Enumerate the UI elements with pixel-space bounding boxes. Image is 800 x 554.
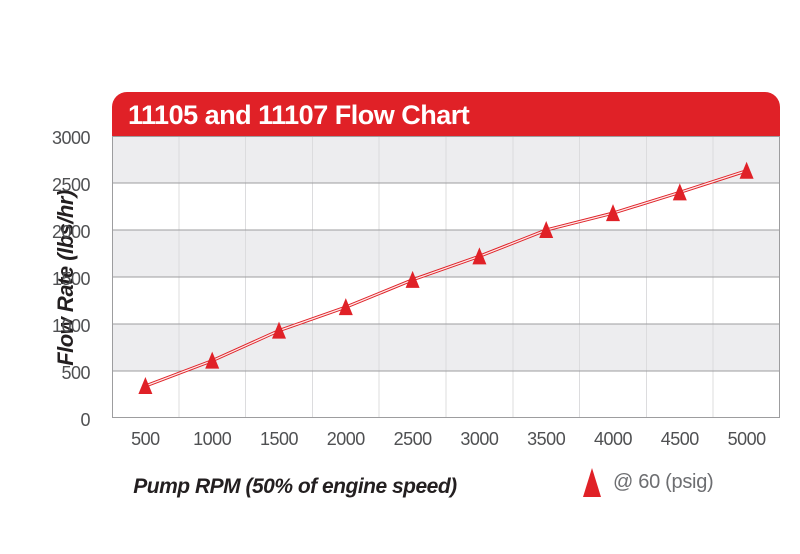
series-line-highlight	[145, 170, 747, 387]
y-tick-label: 1500	[51, 269, 91, 289]
y-tick-label: 3000	[51, 128, 91, 148]
x-tick-label: 2000	[326, 429, 366, 449]
x-tick-label: 3000	[460, 429, 499, 449]
data-point-triangle-marker	[338, 298, 353, 316]
plot-area	[112, 136, 780, 418]
x-tick-label: 2500	[393, 429, 433, 449]
data-point-triangle-marker	[405, 270, 420, 288]
y-tick-label: 0	[80, 410, 90, 430]
data-point-triangle-marker	[739, 161, 754, 179]
data-point-triangle-marker	[472, 247, 487, 265]
legend-triangle-shape	[583, 468, 601, 497]
data-point-triangle-marker	[272, 321, 286, 339]
data-point-triangle-marker	[672, 183, 687, 201]
legend-triangle-icon	[583, 468, 601, 497]
data-point-triangle-marker	[205, 351, 220, 369]
data-point-triangle-marker	[606, 204, 620, 222]
x-tick-label: 1500	[259, 429, 299, 449]
x-tick-label: 3500	[527, 429, 566, 449]
x-axis-title: Pump RPM (50% of engine speed)	[133, 475, 457, 498]
x-tick-label: 1000	[193, 429, 232, 449]
x-tick-label: 4000	[593, 429, 633, 449]
data-point-triangle-marker	[539, 221, 554, 238]
plot-border	[112, 136, 780, 418]
data-point-triangle-marker	[138, 377, 153, 395]
x-tick-label: 5000	[727, 429, 767, 449]
chart-title: 11105 and 11107 Flow Chart	[128, 100, 470, 130]
x-tick-label: 4500	[660, 429, 700, 449]
y-tick-label: 2500	[51, 175, 91, 195]
y-tick-label: 2000	[51, 222, 91, 242]
chart-title-banner: 11105 and 11107 Flow Chart	[112, 92, 780, 136]
legend-label: @ 60 (psig)	[613, 471, 714, 493]
y-tick-label: 1000	[51, 316, 91, 336]
legend: @ 60 (psig)	[582, 467, 714, 498]
x-tick-label: 500	[131, 429, 160, 449]
y-tick-label: 500	[61, 363, 90, 383]
